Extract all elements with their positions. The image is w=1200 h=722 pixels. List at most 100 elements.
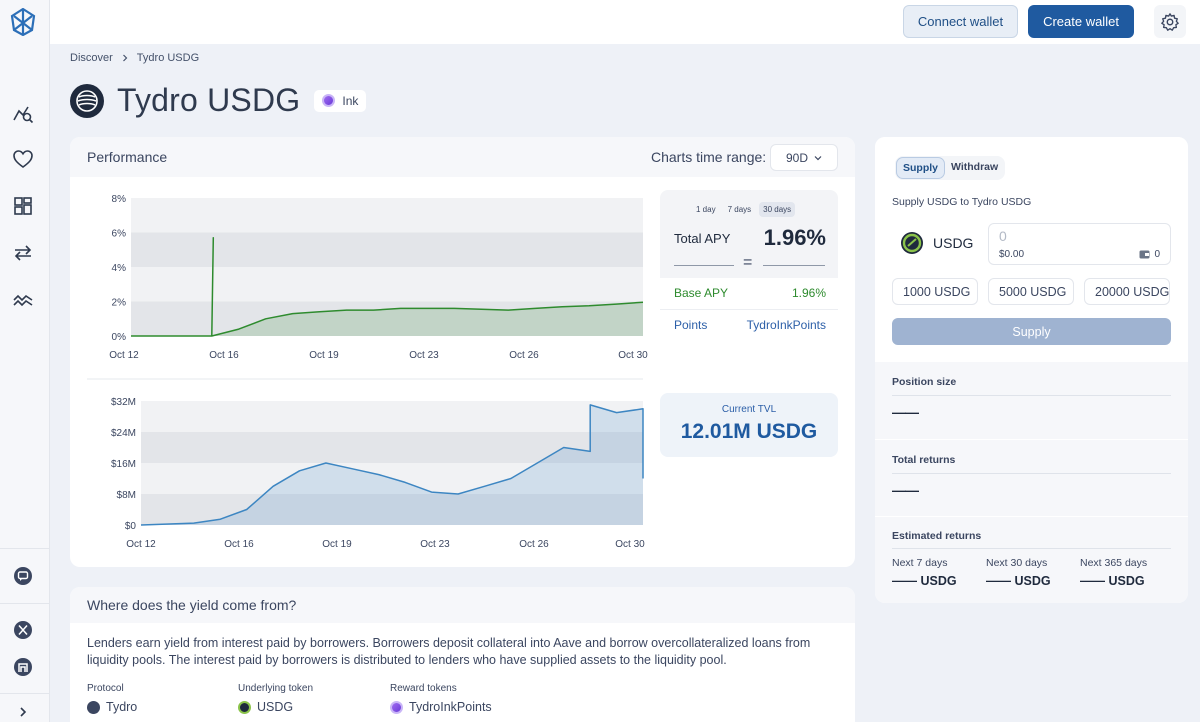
balance-button[interactable]: 0 <box>1139 249 1160 260</box>
apy-y-tick-label: 4% <box>112 263 127 274</box>
supply-form: Supply Withdraw Supply USDG to Tydro USD… <box>875 137 1188 362</box>
period-tab-30-days[interactable]: 30 days <box>759 202 796 217</box>
chevron-right-icon[interactable] <box>11 700 35 722</box>
token-value-row[interactable]: USDG <box>238 700 313 714</box>
preset-1000-button[interactable]: 1000 USDG <box>892 278 978 305</box>
total-apy-value: 1.96% <box>763 225 826 250</box>
sidebar-divider <box>0 693 50 694</box>
yield-title: Where does the yield come from? <box>87 597 297 613</box>
estimate-value: —— USDG <box>1080 574 1145 588</box>
tvl-y-tick-label: $8M <box>117 490 136 501</box>
apy-series-line <box>131 236 644 337</box>
divider <box>892 395 1171 396</box>
x-social-icon[interactable] <box>11 618 35 642</box>
apy-area <box>131 237 643 336</box>
page-header: Tydro USDG Ink <box>70 82 367 119</box>
period-tabs: 1 day 7 days 30 days <box>692 202 796 217</box>
equals-sign: = <box>743 254 753 271</box>
estimate-label: Next 7 days <box>892 557 948 569</box>
apy-y-tick-label: 8% <box>112 194 127 205</box>
preset-5000-button[interactable]: 5000 USDG <box>988 278 1074 305</box>
chart-wave-icon[interactable] <box>11 288 35 312</box>
tvl-x-tick-label: Oct 16 <box>224 539 254 550</box>
time-range-select[interactable]: 90D <box>770 144 838 171</box>
breadcrumb-discover-link[interactable]: Discover <box>70 52 113 64</box>
estimate-value: —— USDG <box>892 574 957 588</box>
supply-panel: Supply Withdraw Supply USDG to Tydro USD… <box>875 137 1188 603</box>
chevron-right-icon <box>122 54 128 62</box>
estimate-value: —— USDG <box>986 574 1051 588</box>
period-tab-7-days[interactable]: 7 days <box>727 205 752 214</box>
tvl-x-tick-label: Oct 19 <box>322 539 352 550</box>
tab-withdraw[interactable]: Withdraw <box>951 161 999 173</box>
position-size-value: —— <box>892 404 919 420</box>
supply-withdraw-toggle: Supply Withdraw <box>895 156 1006 180</box>
apy-y-tick-label: 6% <box>112 229 127 240</box>
tvl-y-tick-label: $24M <box>111 428 136 439</box>
top-bar: Connect wallet Create wallet <box>50 0 1200 44</box>
apy-grid-band <box>131 232 643 267</box>
estimated-returns-label: Estimated returns <box>892 530 982 542</box>
apy-x-tick-label: Oct 19 <box>309 350 339 361</box>
performance-charts: 8% 6% 4% 2% 0% Oct 12 Oct 16 Oct 19 Oct 23 Oct 26… <box>87 194 648 550</box>
apy-y-tick-label: 2% <box>112 298 127 309</box>
tvl-value: 12.01M USDG <box>680 420 818 443</box>
tab-supply[interactable]: Supply <box>896 157 946 179</box>
analytics-icon[interactable] <box>11 101 35 125</box>
token-selector[interactable]: USDG <box>892 223 982 263</box>
sidebar-divider <box>0 603 50 604</box>
usdg-token-icon <box>238 700 251 714</box>
settings-button[interactable] <box>1154 5 1186 38</box>
swap-icon[interactable] <box>11 241 35 265</box>
app-logo-icon[interactable] <box>9 7 37 37</box>
tydro-logo-icon <box>70 83 104 118</box>
performance-header: Performance Charts time range: 90D <box>70 137 855 177</box>
supply-button[interactable]: Supply <box>892 318 1171 345</box>
chain-badge[interactable]: Ink <box>314 89 367 112</box>
tvl-panel: Current TVL 12.01M USDG <box>660 393 838 457</box>
position-size-label: Position size <box>892 376 957 388</box>
create-wallet-button[interactable]: Create wallet <box>1028 5 1134 38</box>
apy-x-tick-label: Oct 12 <box>109 350 139 361</box>
balance-value: 0 <box>1154 249 1160 260</box>
apy-y-tick-label: 0% <box>112 332 127 343</box>
total-returns-value: —— <box>892 482 919 498</box>
base-apy-label: Base APY <box>674 286 729 300</box>
connect-wallet-button[interactable]: Connect wallet <box>903 5 1018 38</box>
tvl-area <box>141 404 643 525</box>
preset-20000-button[interactable]: 20000 USDG <box>1084 278 1170 305</box>
divider <box>674 265 734 266</box>
heart-icon[interactable] <box>11 147 35 171</box>
dashboard-icon[interactable] <box>11 194 35 218</box>
reward-value-row[interactable]: TydroInkPoints <box>390 700 492 714</box>
tvl-y-tick-label: $0 <box>125 521 137 532</box>
protocol-value-row[interactable]: Tydro <box>87 700 137 714</box>
estimate-365-days: Next 365 days —— USDG <box>1080 557 1147 588</box>
token-name: USDG <box>933 235 974 251</box>
sidebar-divider <box>0 548 50 549</box>
gear-icon <box>1161 12 1179 31</box>
tvl-grid-band <box>141 401 643 432</box>
chat-icon[interactable] <box>11 564 35 588</box>
apy-grid-band <box>131 198 643 233</box>
position-size-block: Position size —— <box>875 362 1188 439</box>
points-label[interactable]: Points <box>674 318 708 332</box>
points-value[interactable]: TydroInkPoints <box>746 318 826 332</box>
estimate-label: Next 30 days <box>986 557 1048 569</box>
farcaster-icon[interactable] <box>11 655 35 679</box>
period-tab-1-day[interactable]: 1 day <box>696 205 716 214</box>
breadcrumb: Discover Tydro USDG <box>70 52 199 64</box>
tvl-x-tick-label: Oct 12 <box>126 539 156 550</box>
ink-chain-icon <box>322 94 336 107</box>
yield-header: Where does the yield come from? <box>70 587 855 623</box>
tvl-label: Current TVL <box>721 404 777 415</box>
apy-x-tick-label: Oct 23 <box>409 350 439 361</box>
amount-input[interactable] <box>999 228 1119 244</box>
sidebar <box>0 0 50 722</box>
usdg-token-icon <box>901 232 923 254</box>
apy-x-tick-label: Oct 26 <box>509 350 539 361</box>
amount-usd-value: $0.00 <box>999 249 1025 260</box>
tydro-logo-icon <box>87 700 100 714</box>
yield-source-card: Where does the yield come from? Lenders … <box>70 587 855 722</box>
apy-panel: 1 day 7 days 30 days Total APY 1.96% = B… <box>660 190 838 338</box>
